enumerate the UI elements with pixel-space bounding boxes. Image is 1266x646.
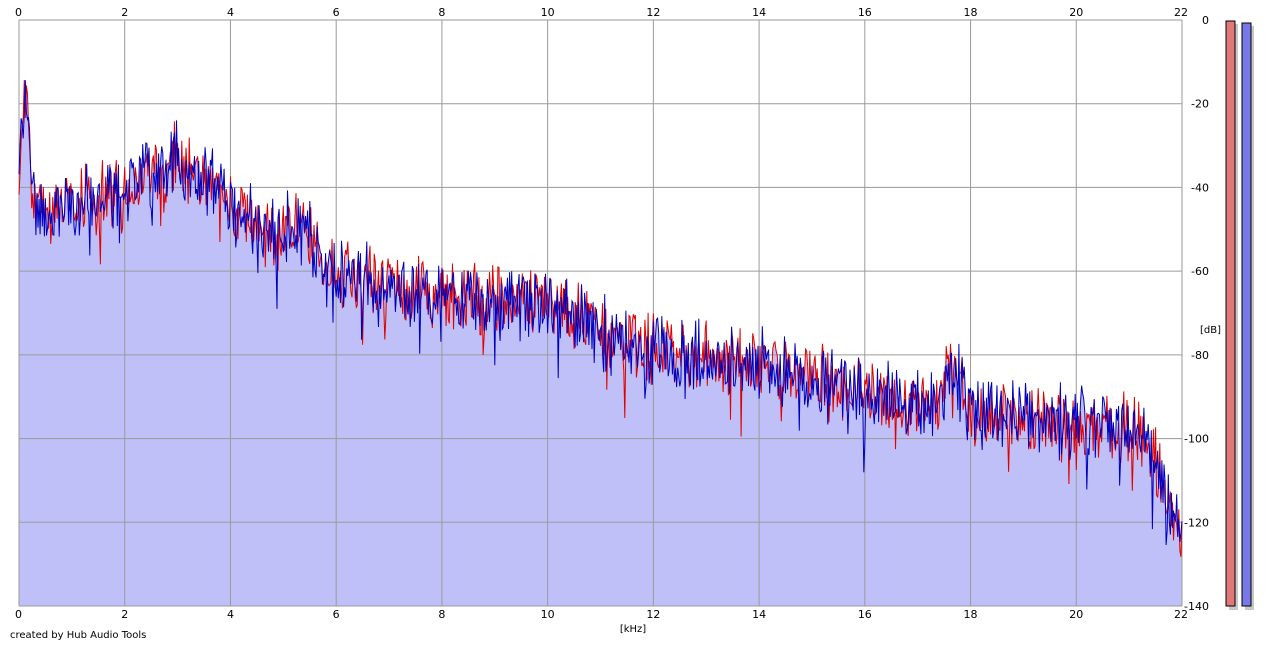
x-tick-bottom-6: 6 xyxy=(333,608,340,621)
y-tick-labels: 0 -20 -40 -60 -80 -100 -120 -140 xyxy=(1184,14,1209,613)
left-channel-meter xyxy=(1225,20,1236,607)
x-tick-top-22: 22 xyxy=(1174,6,1188,19)
credit-text: created by Hub Audio Tools xyxy=(10,630,146,641)
channel-meters xyxy=(1225,20,1254,610)
x-tick-top-18: 18 xyxy=(964,6,978,19)
x-tick-bottom-8: 8 xyxy=(438,608,445,621)
x-tick-bottom-20: 20 xyxy=(1069,608,1083,621)
x-tick-top-10: 10 xyxy=(541,6,555,19)
x-tick-top-16: 16 xyxy=(858,6,872,19)
grid-lines xyxy=(18,19,1183,607)
x-tick-bottom-10: 10 xyxy=(541,608,555,621)
y-tick--20: -20 xyxy=(1191,98,1209,111)
x-tick-top-0: 0 xyxy=(15,6,22,19)
y-tick--140: -140 xyxy=(1184,600,1209,613)
right-channel-line xyxy=(18,80,1183,546)
y-tick--40: -40 xyxy=(1191,181,1209,194)
y-tick--80: -80 xyxy=(1191,349,1209,362)
y-tick--120: -120 xyxy=(1184,516,1209,529)
x-tick-top-12: 12 xyxy=(646,6,660,19)
x-tick-top-6: 6 xyxy=(333,6,340,19)
x-tick-top-4: 4 xyxy=(227,6,234,19)
y-tick-0: 0 xyxy=(1202,14,1209,27)
x-tick-top-2: 2 xyxy=(121,6,128,19)
x-axis-label: [kHz] xyxy=(620,624,646,635)
x-tick-top-14: 14 xyxy=(752,6,766,19)
x-tick-bottom-16: 16 xyxy=(858,608,872,621)
y-tick--60: -60 xyxy=(1191,265,1209,278)
x-tick-bottom-18: 18 xyxy=(964,608,978,621)
x-tick-top-8: 8 xyxy=(438,6,445,19)
y-axis-label: [dB] xyxy=(1200,325,1221,336)
right-channel-meter xyxy=(1241,22,1252,607)
x-tick-bottom-14: 14 xyxy=(752,608,766,621)
x-tick-bottom-22: 22 xyxy=(1174,608,1188,621)
x-tick-labels-bottom: 0 2 4 6 8 10 12 14 16 18 20 22 xyxy=(15,608,1188,621)
y-tick--100: -100 xyxy=(1184,433,1209,446)
x-tick-bottom-0: 0 xyxy=(15,608,22,621)
x-tick-bottom-2: 2 xyxy=(121,608,128,621)
x-tick-top-20: 20 xyxy=(1069,6,1083,19)
x-tick-bottom-12: 12 xyxy=(646,608,660,621)
x-tick-bottom-4: 4 xyxy=(227,608,234,621)
x-tick-labels-top: 0 2 4 6 8 10 12 14 16 18 20 22 xyxy=(15,6,1188,19)
series-lines xyxy=(18,80,1183,557)
